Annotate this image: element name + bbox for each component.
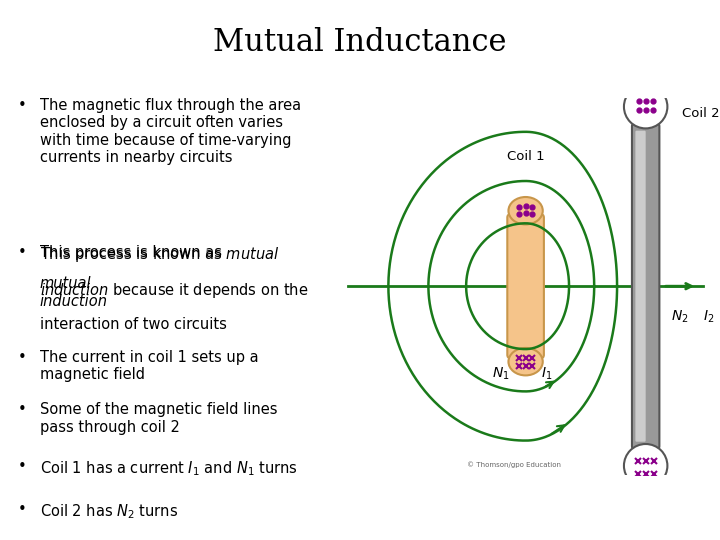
Text: $I_2$: $I_2$ [703,308,714,325]
Text: This process is known as: This process is known as [40,245,226,260]
FancyBboxPatch shape [635,131,646,442]
Text: Coil 2: Coil 2 [683,107,720,120]
FancyBboxPatch shape [632,124,660,449]
FancyBboxPatch shape [508,214,544,358]
Text: interaction of two circuits: interaction of two circuits [40,316,227,332]
Text: •: • [18,402,27,417]
Text: The current in coil 1 sets up a
magnetic field: The current in coil 1 sets up a magnetic… [40,350,258,382]
Text: Mutual Inductance: Mutual Inductance [213,27,507,58]
Text: •: • [18,459,27,474]
Text: Coil 1: Coil 1 [507,150,544,163]
Text: •: • [18,245,27,260]
Text: mutual
induction: mutual induction [40,276,107,309]
Text: Coil 1 has a current $I_1$ and $N_1$ turns: Coil 1 has a current $I_1$ and $N_1$ tur… [40,459,297,478]
Text: •: • [18,502,27,517]
Text: $N_2$: $N_2$ [671,308,689,325]
Circle shape [624,444,667,488]
Text: •: • [18,350,27,365]
Text: $N_1$: $N_1$ [492,366,509,382]
Text: mutual: mutual [40,245,263,260]
Text: Coil 2 has $N_2$ turns: Coil 2 has $N_2$ turns [40,502,178,521]
Text: This process is known as $\mathit{mutual}$: This process is known as $\mathit{mutual… [40,245,279,265]
Text: $I_1$: $I_1$ [541,366,552,382]
Ellipse shape [508,197,543,225]
Ellipse shape [508,348,543,375]
Text: Some of the magnetic field lines
pass through coil 2: Some of the magnetic field lines pass th… [40,402,277,435]
Text: © Thomson/gpo Education: © Thomson/gpo Education [467,461,561,468]
Text: The magnetic flux through the area
enclosed by a circuit often varies
with time : The magnetic flux through the area enclo… [40,98,301,165]
Text: •: • [18,98,27,113]
Text: $\mathit{induction}$ because it depends on the: $\mathit{induction}$ because it depends … [40,281,308,300]
Circle shape [624,85,667,129]
